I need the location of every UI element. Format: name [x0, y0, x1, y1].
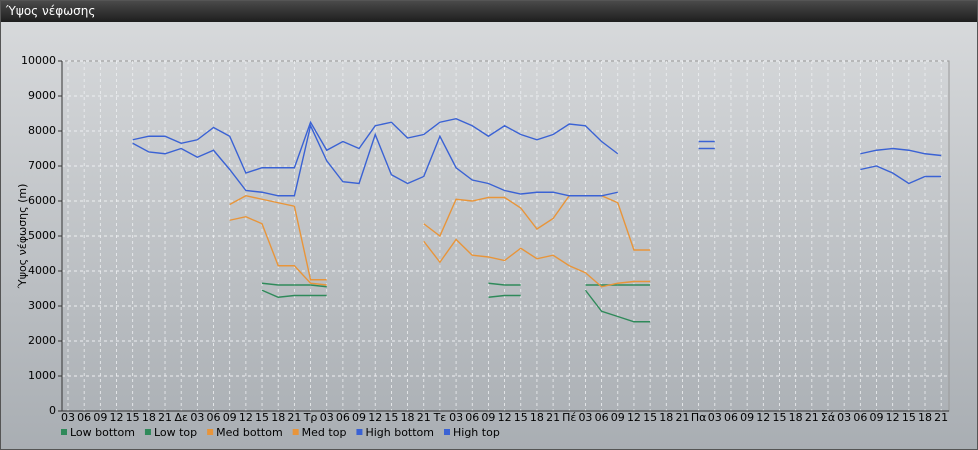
x-tick-label: 12: [110, 411, 124, 424]
x-tick-label: 06: [77, 411, 91, 424]
x-tick-label: 03: [449, 411, 463, 424]
x-tick-label: 18: [271, 411, 285, 424]
x-tick-label: 12: [886, 411, 900, 424]
x-tick-label: 06: [595, 411, 609, 424]
x-tick-label: 06: [724, 411, 738, 424]
legend-swatch: [356, 429, 363, 435]
y-axis-title: Ύψος νέφωσης (m): [16, 184, 29, 290]
x-tick-label: Σά: [821, 411, 835, 424]
x-tick-label: 09: [481, 411, 495, 424]
x-tick-label: 09: [223, 411, 237, 424]
y-tick-label: 7000: [28, 159, 56, 172]
x-tick-label: 15: [643, 411, 657, 424]
series-line: [132, 118, 942, 174]
x-tick-label: 03: [708, 411, 722, 424]
x-tick-label: 06: [465, 411, 479, 424]
x-tick-label: 18: [530, 411, 544, 424]
legend-label: Low bottom: [70, 426, 135, 439]
x-tick-label: 18: [142, 411, 156, 424]
legend-label: Med top: [302, 426, 347, 439]
x-tick-label: 18: [918, 411, 932, 424]
legend-label: Low top: [154, 426, 197, 439]
x-tick-label: 12: [498, 411, 512, 424]
series-line: [229, 195, 651, 281]
legend-swatch: [444, 429, 450, 435]
series-line: [132, 123, 942, 197]
window-title: Ύψος νέφωσης: [1, 1, 977, 22]
x-tick-label: 03: [320, 411, 334, 424]
legend-label: High bottom: [365, 426, 434, 439]
y-tick-label: 5000: [28, 229, 56, 242]
chart: Ύψος νέφωσης (m) 03 06 09 12 15 18 21 Δε 03 06 09 1…: [16, 54, 950, 439]
x-tick-label: 18: [401, 411, 415, 424]
x-tick-label: 03: [61, 411, 75, 424]
legend-swatch: [292, 429, 299, 435]
x-tick-label: 12: [239, 411, 253, 424]
x-tick-label: 21: [546, 411, 560, 424]
x-tick-label: Πέ: [562, 411, 576, 424]
y-tick-label: 2000: [28, 334, 56, 347]
y-tick-label: 4000: [28, 264, 56, 277]
y-tick-label: 0: [49, 404, 56, 417]
x-tick-label: 21: [158, 411, 172, 424]
x-tick-label: 15: [126, 411, 140, 424]
y-tick-label: 3000: [28, 299, 56, 312]
x-tick-label: Δε: [174, 411, 188, 424]
legend-swatch: [144, 429, 151, 435]
x-tick-label: 15: [902, 411, 916, 424]
x-tick-label: 18: [659, 411, 673, 424]
x-tick-label: 15: [772, 411, 786, 424]
x-tick-label: 06: [853, 411, 867, 424]
y-tick-label: 9000: [28, 89, 56, 102]
series-line: [261, 289, 651, 323]
y-tick-label: 8000: [28, 124, 56, 137]
x-tick-label: 21: [417, 411, 431, 424]
x-tick-label: 09: [740, 411, 754, 424]
x-tick-label: 09: [93, 411, 107, 424]
x-tick-label: 03: [190, 411, 204, 424]
x-tick-label: 06: [207, 411, 221, 424]
x-tick-label: 21: [287, 411, 301, 424]
legend-swatch: [61, 429, 67, 435]
legend-label: High top: [453, 426, 500, 439]
x-tick-label: 12: [756, 411, 770, 424]
x-tick-label: Τρ: [303, 411, 318, 424]
x-tick-label: 21: [675, 411, 689, 424]
x-tick-label: 09: [611, 411, 625, 424]
x-tick-label: Τε: [433, 411, 447, 424]
x-tick-label: 21: [805, 411, 819, 424]
x-tick-label: 15: [255, 411, 269, 424]
legend-swatch: [207, 429, 214, 435]
x-tick-label: 15: [384, 411, 398, 424]
x-tick-label: 12: [368, 411, 382, 424]
x-tick-label: 03: [578, 411, 592, 424]
x-tick-label: 12: [627, 411, 641, 424]
x-tick-label: 06: [336, 411, 350, 424]
y-tick-label: 10000: [21, 54, 56, 67]
x-tick-label: 18: [789, 411, 803, 424]
series-line: [261, 282, 651, 288]
y-tick-label: 1000: [28, 369, 56, 382]
x-tick-label: 09: [870, 411, 884, 424]
x-tick-label: 15: [514, 411, 528, 424]
x-tick-label: 21: [934, 411, 948, 424]
x-tick-label: 03: [837, 411, 851, 424]
x-tick-label: 09: [352, 411, 366, 424]
x-tick-label: Πα: [691, 411, 707, 424]
y-tick-label: 6000: [28, 194, 56, 207]
legend-label: Med bottom: [216, 426, 283, 439]
series-line: [229, 216, 651, 288]
